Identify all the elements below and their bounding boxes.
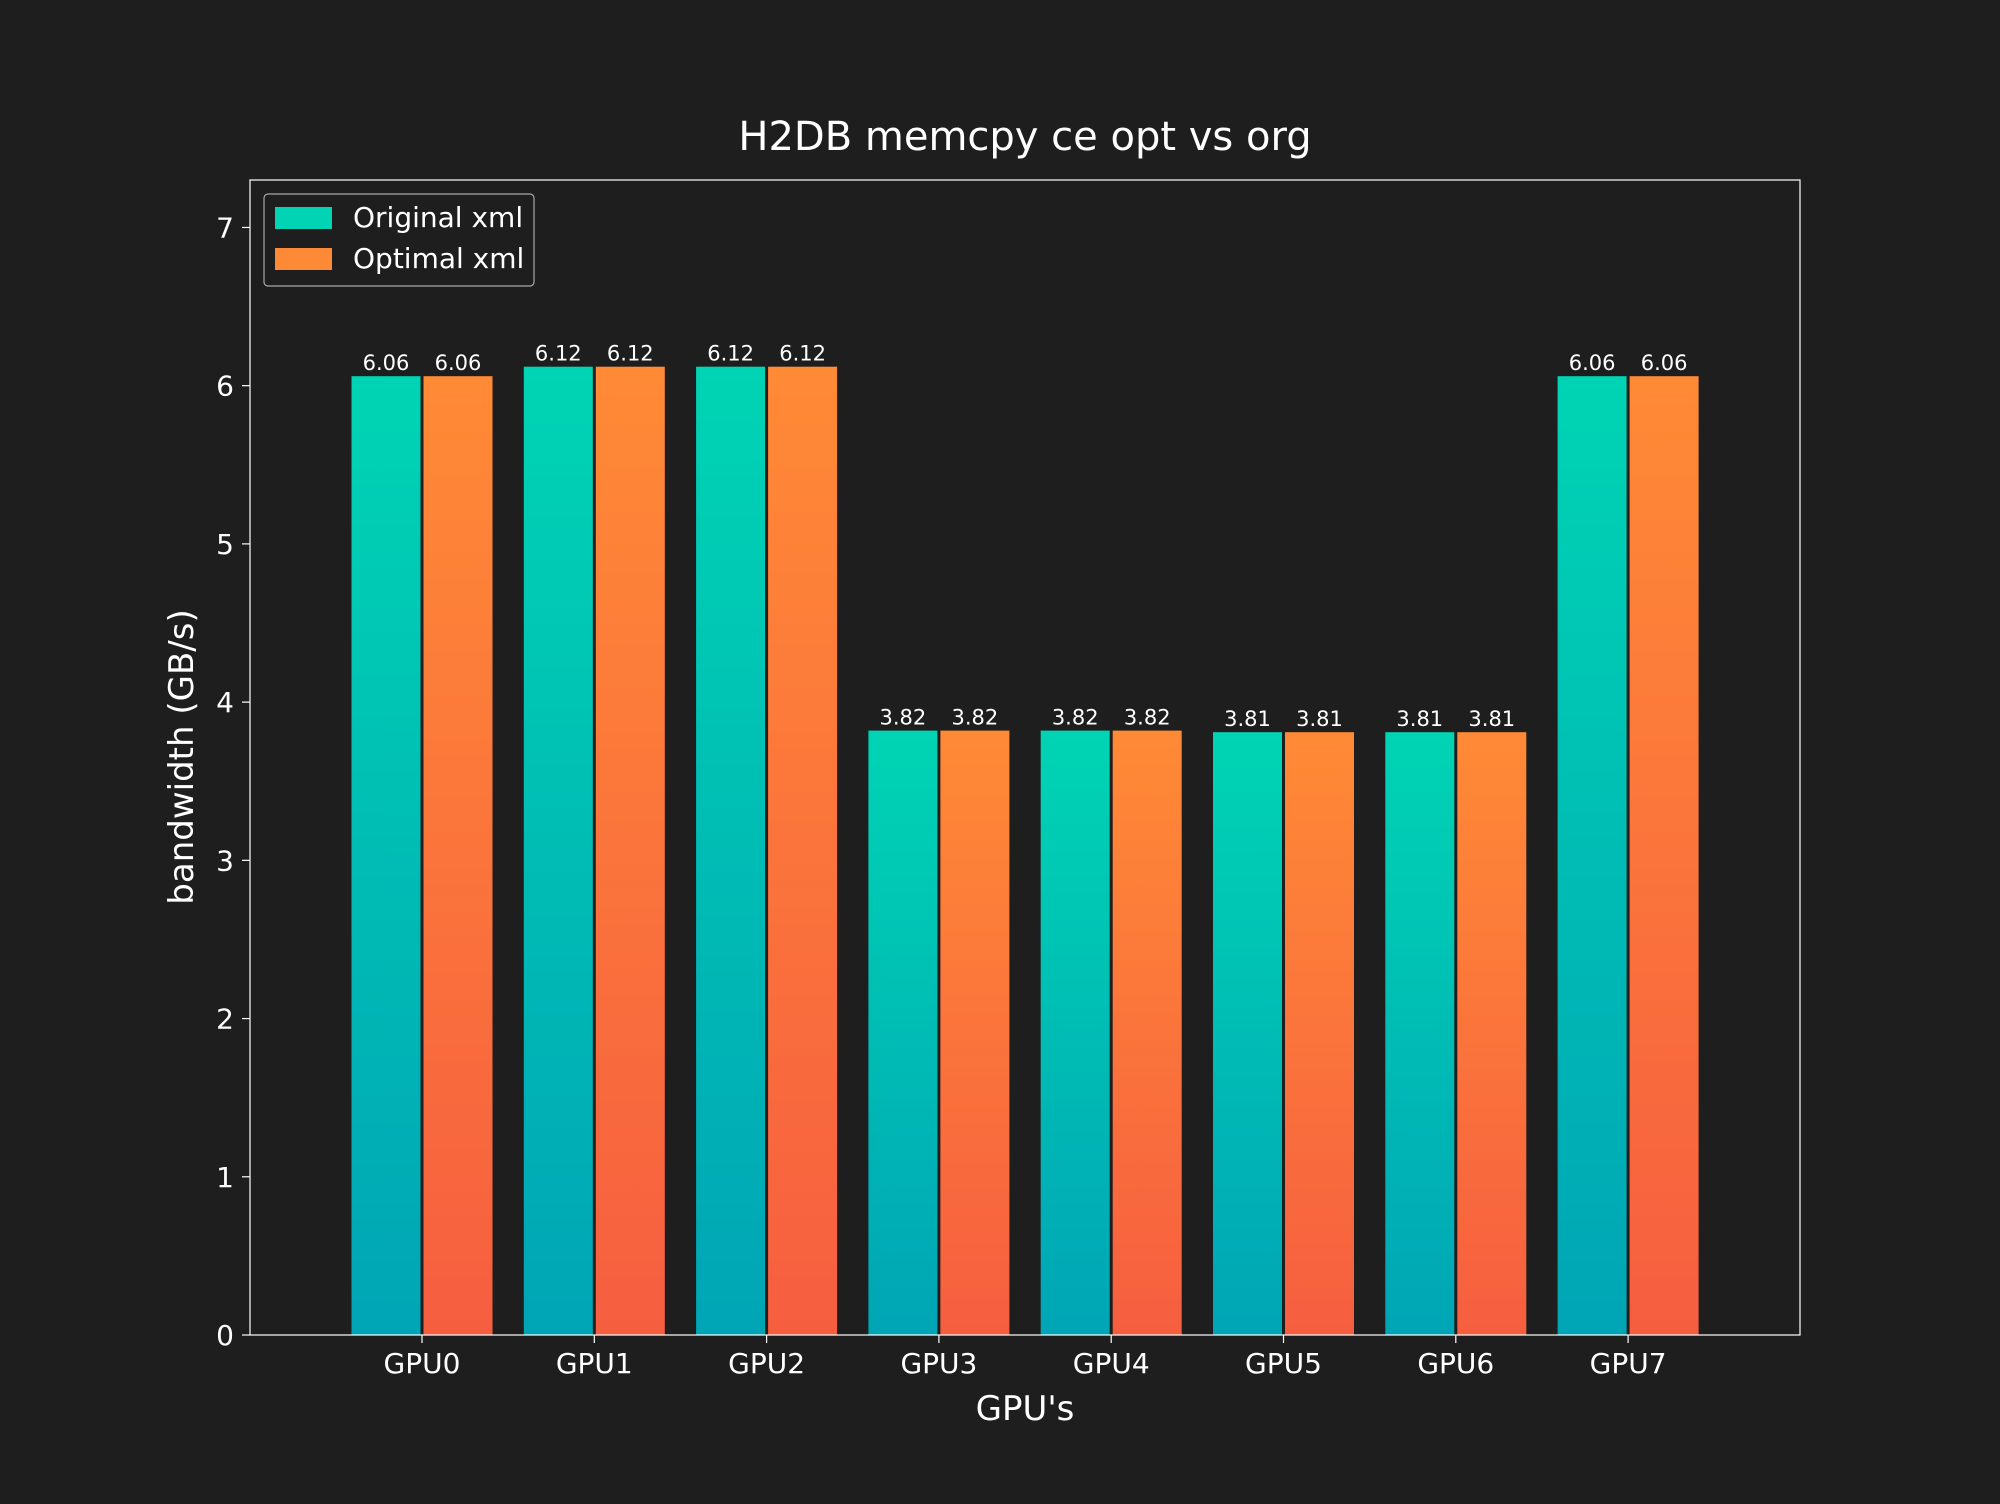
legend-label-original-xml: Original xml (353, 201, 523, 234)
bar-value-label: 6.06 (1569, 351, 1616, 375)
x-tick-label: GPU6 (1417, 1347, 1494, 1380)
y-tick-label: 1 (216, 1161, 234, 1194)
bar-value-label: 6.06 (1641, 351, 1688, 375)
x-tick-label: GPU2 (728, 1347, 805, 1380)
x-tick-label: GPU0 (384, 1347, 461, 1380)
bar-value-label: 6.12 (607, 342, 654, 366)
y-tick-label: 0 (216, 1319, 234, 1352)
bar-original-xml-gpu6 (1385, 732, 1455, 1335)
legend-label-optimal-xml: Optimal xml (353, 242, 524, 275)
bar-original-xml-gpu0 (351, 376, 421, 1335)
y-tick-label: 6 (216, 370, 234, 403)
y-axis: 0 1 2 3 4 5 6 7 (216, 211, 250, 1352)
x-tick-label: GPU4 (1073, 1347, 1150, 1380)
bar-value-label: 3.81 (1224, 707, 1271, 731)
bar-value-label: 6.12 (535, 342, 582, 366)
bar-value-label: 6.06 (363, 351, 410, 375)
chart-title: H2DB memcpy ce opt vs org (738, 114, 1311, 160)
bar-value-label: 3.81 (1296, 707, 1343, 731)
bar-value-label: 6.12 (779, 342, 826, 366)
bar-value-label: 6.12 (707, 342, 754, 366)
y-tick-label: 5 (216, 528, 234, 561)
legend-swatch-original-xml (275, 207, 332, 229)
y-tick-label: 3 (216, 844, 234, 877)
bar-optimal-xml-gpu4 (1112, 730, 1182, 1335)
bar-original-xml-gpu5 (1213, 732, 1282, 1335)
legend: Original xml Optimal xml (263, 193, 535, 287)
bar-original-xml-gpu3 (868, 730, 938, 1335)
bar-optimal-xml-gpu3 (940, 730, 1010, 1335)
bar-optimal-xml-gpu1 (595, 366, 665, 1336)
x-tick-label: GPU7 (1590, 1347, 1667, 1380)
bar-value-label: 3.81 (1396, 707, 1443, 731)
bar-optimal-xml-gpu2 (768, 366, 838, 1336)
bar-value-label: 3.82 (952, 706, 999, 730)
x-tick-label: GPU3 (900, 1347, 977, 1380)
bars-group (351, 366, 1699, 1336)
bar-original-xml-gpu2 (696, 366, 766, 1336)
bar-value-labels: 6.06 6.06 6.12 6.12 6.12 6.12 3.82 3.82 3.82 3.82… (363, 342, 1688, 731)
y-tick-label: 4 (216, 686, 234, 719)
bar-optimal-xml-gpu7 (1629, 376, 1699, 1335)
bar-value-label: 6.06 (435, 351, 482, 375)
plot-frame (249, 179, 1801, 1336)
x-axis: GPU0 GPU1 GPU2 GPU3 GPU4 GPU5 GPU6 GPU7 (384, 1335, 1667, 1380)
bar-optimal-xml-gpu6 (1457, 732, 1527, 1335)
bar-original-xml-gpu7 (1557, 376, 1627, 1335)
bar-value-label: 3.82 (1052, 706, 1099, 730)
bar-value-label: 3.82 (880, 706, 927, 730)
bar-value-label: 3.81 (1468, 707, 1515, 731)
x-tick-label: GPU5 (1245, 1347, 1322, 1380)
bar-optimal-xml-gpu5 (1285, 732, 1354, 1335)
bar-optimal-xml-gpu0 (423, 376, 493, 1335)
x-axis-title: GPU's (976, 1389, 1075, 1429)
y-tick-label: 2 (216, 1003, 234, 1036)
y-tick-label: 7 (216, 211, 234, 244)
y-axis-title: bandwidth (GB/s) (162, 609, 202, 904)
bar-value-label: 3.82 (1124, 706, 1171, 730)
bar-original-xml-gpu4 (1040, 730, 1110, 1335)
x-tick-label: GPU1 (556, 1347, 633, 1380)
legend-swatch-optimal-xml (275, 248, 332, 270)
bar-original-xml-gpu1 (523, 366, 593, 1336)
